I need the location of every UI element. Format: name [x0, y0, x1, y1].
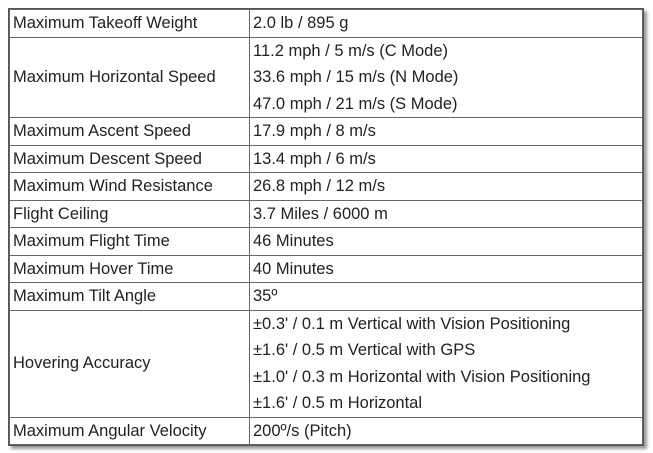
spec-value: 26.8 mph / 12 m/s — [249, 172, 643, 201]
spec-value: 17.9 mph / 8 m/s — [249, 117, 643, 146]
spec-row: Hovering Accuracy ±0.3' / 0.1 m Vertical … — [9, 309, 643, 418]
spec-value: 13.4 mph / 6 m/s — [249, 144, 643, 173]
spec-row: Maximum Takeoff Weight 2.0 lb / 895 g — [9, 9, 643, 38]
spec-value: ±0.3' / 0.1 m Vertical with Vision Posit… — [249, 309, 643, 418]
spec-label: Flight Ceiling — [9, 199, 250, 228]
spec-row: Maximum Descent Speed 13.4 mph / 6 m/s — [9, 144, 643, 173]
spec-row: Maximum Hover Time 40 Minutes — [9, 254, 643, 283]
spec-value-line: 2.0 lb / 895 g — [253, 14, 349, 32]
spec-value: 3.7 Miles / 6000 m — [249, 199, 643, 228]
spec-row: Maximum Flight Time 46 Minutes — [9, 227, 643, 256]
spec-value: 46 Minutes — [249, 227, 643, 256]
spec-table: Maximum Takeoff Weight 2.0 lb / 895 g Maxi… — [9, 9, 643, 445]
spec-row: Flight Ceiling 3.7 Miles / 6000 m — [9, 199, 643, 228]
spec-row: Maximum Angular Velocity 200º/s (Pitch) — [9, 416, 643, 445]
spec-label: Maximum Takeoff Weight — [9, 9, 250, 38]
spec-value-line: ±1.0' / 0.3 m Horizontal with Vision Pos… — [253, 367, 591, 386]
spec-label: Maximum Tilt Angle — [9, 282, 250, 311]
spec-label: Maximum Descent Speed — [9, 144, 250, 173]
spec-value: 40 Minutes — [249, 254, 643, 283]
spec-value: 200º/s (Pitch) — [249, 416, 643, 445]
spec-value: 35º — [249, 282, 643, 311]
spec-label: Maximum Ascent Speed — [9, 117, 250, 146]
spec-value-line: 200º/s (Pitch) — [253, 421, 352, 440]
spec-label: Maximum Wind Resistance — [9, 172, 250, 201]
spec-label: Hovering Accuracy — [9, 309, 250, 418]
spec-label: Maximum Angular Velocity — [9, 416, 250, 445]
spec-value-line: 33.6 mph / 15 m/s (N Mode) — [253, 68, 459, 86]
spec-value-line: ±1.6' / 0.5 m Vertical with GPS — [253, 341, 476, 359]
spec-value-line: 40 Minutes — [253, 259, 334, 278]
spec-value-line: 3.7 Miles / 6000 m — [253, 204, 388, 223]
spec-label: Maximum Horizontal Speed — [9, 36, 250, 118]
spec-value-line: 35º — [253, 287, 278, 305]
spec-value-line: 46 Minutes — [253, 232, 334, 250]
spec-label: Maximum Flight Time — [9, 227, 250, 256]
spec-value-line: ±0.3' / 0.1 m Vertical with Vision Posit… — [253, 314, 571, 333]
spec-value-line: 11.2 mph / 5 m/s (C Mode) — [253, 41, 449, 60]
spec-row: Maximum Wind Resistance 26.8 mph / 12 m/s — [9, 172, 643, 201]
spec-value: 11.2 mph / 5 m/s (C Mode) 33.6 mph / 15 m… — [249, 36, 643, 118]
spec-row: Maximum Horizontal Speed 11.2 mph / 5 m/s… — [9, 36, 643, 118]
spec-value-line: 17.9 mph / 8 m/s — [253, 122, 376, 140]
spec-row: Maximum Ascent Speed 17.9 mph / 8 m/s — [9, 117, 643, 146]
spec-label: Maximum Hover Time — [9, 254, 250, 283]
spec-value-line: 26.8 mph / 12 m/s — [253, 177, 386, 195]
spec-value-line: 13.4 mph / 6 m/s — [253, 149, 376, 168]
spec-value-line: 47.0 mph / 21 m/s (S Mode) — [253, 94, 458, 113]
spec-table-frame: Maximum Takeoff Weight 2.0 lb / 895 g Maxi… — [8, 8, 644, 446]
spec-row: Maximum Tilt Angle 35º — [9, 282, 643, 311]
spec-value-line: ±1.6' / 0.5 m Horizontal — [253, 394, 423, 412]
spec-value: 2.0 lb / 895 g — [249, 9, 643, 38]
